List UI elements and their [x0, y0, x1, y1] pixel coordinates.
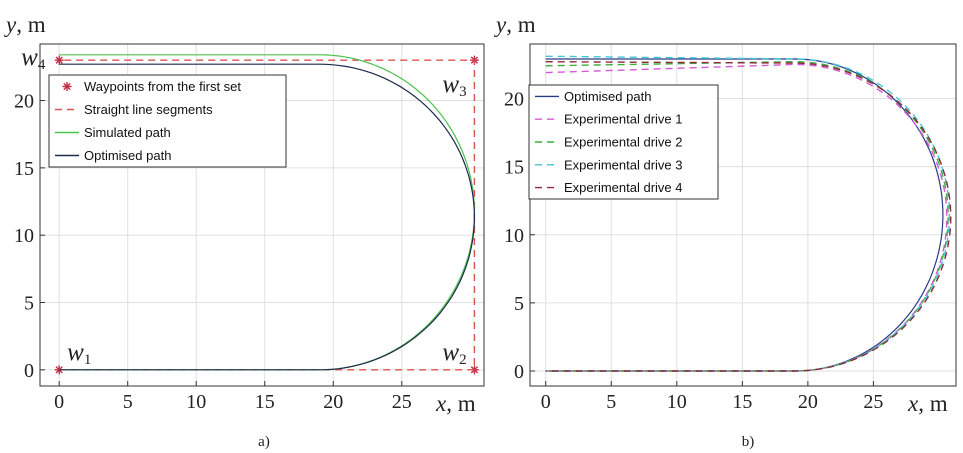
legend-box: [528, 84, 719, 200]
waypoint-label: w2: [442, 339, 466, 368]
series-line-3: [59, 54, 476, 371]
y-axis-var: y: [4, 12, 17, 37]
x-tick-label: 20: [798, 391, 818, 413]
x-tick-label: 15: [732, 391, 752, 413]
series-line-4: [59, 63, 476, 371]
waypoint-name: w: [442, 339, 459, 366]
y-tick-label: 0: [24, 360, 34, 382]
waypoint-subscript: 3: [459, 84, 467, 100]
x-tick-label: 5: [606, 391, 616, 413]
legend-entry: Experimental drive 3: [564, 157, 683, 172]
y-axis-unit: , m: [506, 12, 536, 37]
series-line-5: [545, 61, 952, 372]
x-axis-var: x: [435, 391, 447, 416]
legend-entry: Waypoints from the first set: [84, 79, 241, 94]
y-tick-label: 15: [504, 157, 524, 179]
axes-frame: [529, 43, 957, 387]
y-tick-label: 0: [514, 361, 524, 383]
y-tick-label: 10: [14, 225, 34, 247]
waypoint-subscript: 2: [459, 352, 467, 368]
waypoint-name: w: [442, 71, 459, 98]
legend-marker: [62, 82, 72, 91]
y-tick-label: 5: [24, 293, 34, 315]
y-axis-unit: , m: [16, 12, 46, 37]
y-axis-title: y, m: [494, 12, 536, 37]
waypoint-name: w: [21, 44, 38, 71]
y-tick-label: 15: [14, 158, 34, 180]
x-axis-title: x, m: [435, 391, 476, 416]
waypoint-marker: [54, 55, 64, 65]
x-tick-label: 5: [123, 391, 133, 413]
x-axis-var: x: [907, 391, 919, 416]
x-tick-label: 10: [667, 391, 687, 413]
y-axis-var: y: [494, 12, 507, 37]
legend-entry: Experimental drive 1: [564, 112, 683, 127]
x-axis-unit: , m: [446, 391, 476, 416]
x-tick-label: 0: [54, 391, 64, 413]
waypoint-label: w1: [67, 339, 91, 368]
waypoint-subscript: 4: [38, 57, 46, 73]
waypoint-marker: [469, 365, 479, 375]
x-tick-label: 20: [323, 391, 343, 413]
y-tick-label: 20: [14, 91, 34, 113]
x-tick-label: 0: [541, 391, 551, 413]
waypoint-marker: [54, 365, 64, 375]
legend-entry: Optimised path: [564, 89, 651, 104]
y-tick-label: 20: [504, 89, 524, 111]
x-tick-label: 15: [255, 391, 275, 413]
x-tick-label: 10: [186, 391, 206, 413]
y-tick-label: 5: [514, 293, 524, 315]
y-axis-title: y, m: [4, 12, 46, 37]
x-axis-title: x, m: [907, 391, 948, 416]
x-tick-label: 25: [863, 391, 883, 413]
axes-frame: [39, 43, 485, 387]
series-line-2: [545, 63, 948, 372]
legend-entry: Straight line segments: [84, 102, 213, 117]
panel-caption: b): [742, 434, 755, 450]
x-tick-label: 25: [392, 391, 412, 413]
waypoint-label: w4: [21, 44, 46, 73]
x-axis-unit: , m: [918, 391, 948, 416]
legend-entry: Simulated path: [84, 125, 171, 140]
legend-entry: Experimental drive 4: [564, 180, 683, 195]
legend-entry: Optimised path: [84, 148, 171, 163]
y-tick-label: 10: [504, 225, 524, 247]
legend-box: [48, 74, 287, 168]
waypoint-name: w: [67, 339, 84, 366]
waypoint-label: w3: [442, 71, 466, 100]
legend-entry: Experimental drive 2: [564, 135, 683, 150]
panel-caption: a): [258, 434, 270, 450]
waypoint-subscript: 1: [84, 352, 92, 368]
